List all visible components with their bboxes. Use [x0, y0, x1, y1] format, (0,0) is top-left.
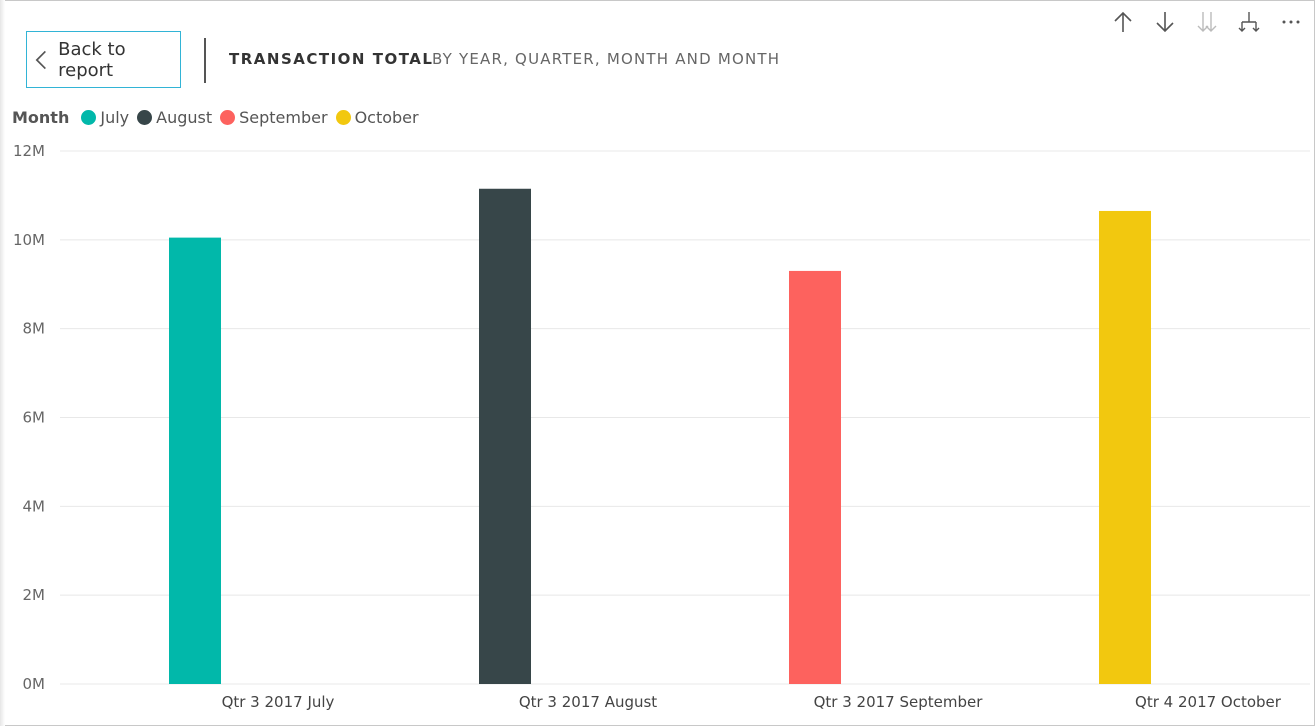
legend: Month July August September October: [12, 108, 427, 127]
legend-label: July: [100, 108, 130, 127]
legend-item-september[interactable]: September: [220, 108, 328, 127]
go-to-next-level-icon: [1197, 12, 1217, 32]
go-to-next-level-button[interactable]: [1191, 6, 1223, 38]
y-tick-label: 6M: [23, 409, 46, 427]
bar-october[interactable]: [1099, 210, 1151, 684]
legend-dot-icon: [137, 110, 153, 125]
chart-title: TRANSACTION TOTAL: [229, 50, 434, 68]
bar-september[interactable]: [789, 270, 841, 684]
legend-label: October: [354, 108, 419, 127]
drill-up-icon: [1114, 11, 1132, 32]
y-tick-label: 2M: [23, 586, 46, 604]
chevron-left-icon: [35, 50, 46, 69]
x-category-label: Qtr 3 2017 July: [222, 693, 335, 711]
legend-label: August: [156, 108, 213, 127]
left-edge-shade: [0, 0, 5, 726]
visual-toolbar: [1107, 6, 1307, 38]
chart-subtitle: BY YEAR, QUARTER, MONTH AND MONTH: [432, 50, 781, 68]
back-to-report-label: Back to report: [58, 38, 126, 81]
y-tick-label: 10M: [13, 231, 45, 249]
drill-down-button[interactable]: [1149, 6, 1181, 38]
legend-dot-icon: [335, 110, 351, 125]
legend-item-august[interactable]: August: [137, 108, 212, 127]
legend-item-october[interactable]: October: [335, 108, 419, 127]
y-tick-label: 0M: [23, 675, 46, 693]
x-category-label: Qtr 3 2017 September: [814, 693, 984, 711]
legend-dot-icon: [81, 110, 97, 125]
more-options-button[interactable]: [1275, 6, 1307, 38]
legend-dot-icon: [220, 110, 236, 125]
header-divider: [204, 38, 206, 83]
expand-hierarchy-icon: [1238, 12, 1260, 32]
y-tick-label: 8M: [23, 320, 46, 338]
x-category-label: Qtr 4 2017 October: [1135, 693, 1282, 711]
expand-hierarchy-button[interactable]: [1233, 6, 1265, 38]
legend-item-july[interactable]: July: [81, 108, 129, 127]
y-tick-label: 4M: [23, 497, 46, 515]
bar-july[interactable]: [169, 237, 221, 685]
drill-up-button[interactable]: [1107, 6, 1139, 38]
legend-label: September: [239, 108, 328, 127]
bar-august[interactable]: [479, 188, 531, 685]
drill-down-icon: [1156, 12, 1174, 33]
y-tick-label: 12M: [13, 142, 45, 160]
more-options-icon: [1282, 20, 1300, 24]
x-category-label: Qtr 3 2017 August: [519, 693, 657, 711]
legend-title: Month: [12, 108, 70, 127]
back-to-report-button[interactable]: Back to report: [26, 31, 181, 88]
